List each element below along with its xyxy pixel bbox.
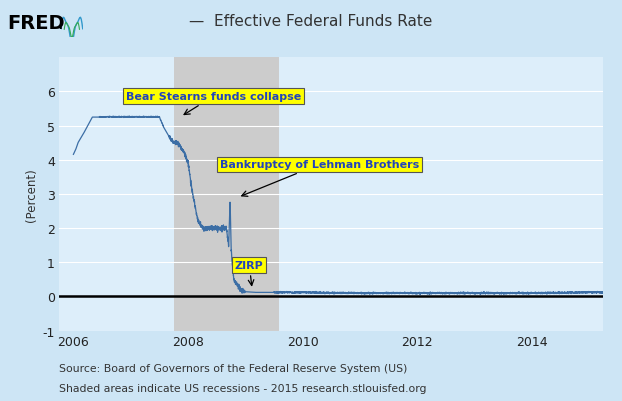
Text: .: . [57, 15, 63, 33]
Text: FRED: FRED [7, 14, 65, 33]
Text: Bear Stearns funds collapse: Bear Stearns funds collapse [126, 92, 302, 115]
Text: —  Effective Federal Funds Rate: — Effective Federal Funds Rate [189, 14, 433, 29]
Text: ZIRP: ZIRP [235, 260, 264, 286]
Text: Shaded areas indicate US recessions - 2015 research.stlouisfed.org: Shaded areas indicate US recessions - 20… [59, 383, 427, 393]
Text: Source: Board of Governors of the Federal Reserve System (US): Source: Board of Governors of the Federa… [59, 363, 407, 373]
Text: Bankruptcy of Lehman Brothers: Bankruptcy of Lehman Brothers [220, 160, 419, 197]
Y-axis label: (Percent): (Percent) [26, 168, 39, 221]
Bar [174, 58, 279, 331]
